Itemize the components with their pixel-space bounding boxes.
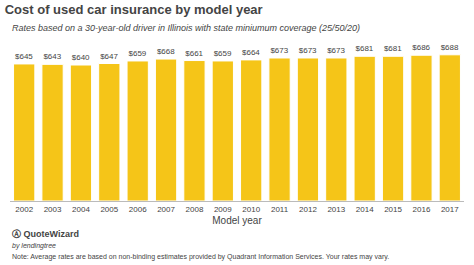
svg-text:$645: $645	[15, 52, 33, 61]
svg-text:2005: 2005	[100, 205, 118, 214]
svg-text:$681: $681	[356, 44, 374, 53]
svg-text:$673: $673	[327, 46, 345, 55]
svg-text:$640: $640	[72, 53, 90, 62]
svg-text:2008: 2008	[186, 205, 204, 214]
svg-text:Cost of used car insurance by: Cost of used car insurance by model year	[5, 2, 263, 17]
svg-text:2003: 2003	[44, 205, 62, 214]
svg-text:2017: 2017	[441, 205, 459, 214]
svg-text:$661: $661	[185, 49, 203, 58]
svg-text:2011: 2011	[271, 205, 289, 214]
svg-text:$673: $673	[270, 46, 288, 55]
svg-text:2016: 2016	[413, 205, 431, 214]
svg-text:$647: $647	[100, 52, 118, 61]
svg-text:2009: 2009	[214, 205, 232, 214]
svg-text:Ⓐ QuoteWizard: Ⓐ QuoteWizard	[12, 229, 79, 239]
svg-text:2014: 2014	[356, 205, 374, 214]
svg-text:2002: 2002	[15, 205, 33, 214]
svg-text:Note: Average rates are based: Note: Average rates are based on non-bin…	[12, 253, 389, 261]
svg-text:2006: 2006	[129, 205, 147, 214]
svg-text:$681: $681	[384, 44, 402, 53]
svg-text:$688: $688	[441, 43, 459, 52]
svg-text:$643: $643	[43, 52, 61, 61]
svg-text:$668: $668	[157, 47, 175, 56]
svg-text:$673: $673	[299, 46, 317, 55]
svg-text:$659: $659	[129, 49, 147, 58]
svg-text:Rates based on a 30-year-old d: Rates based on a 30-year-old driver in I…	[12, 23, 360, 33]
svg-text:by lendingtree: by lendingtree	[12, 242, 56, 250]
svg-text:2012: 2012	[299, 205, 317, 214]
svg-text:$686: $686	[412, 43, 430, 52]
svg-text:2007: 2007	[157, 205, 175, 214]
svg-text:2015: 2015	[384, 205, 402, 214]
svg-text:2004: 2004	[72, 205, 90, 214]
svg-text:$664: $664	[242, 48, 260, 57]
svg-text:Model year: Model year	[212, 215, 262, 226]
svg-text:$659: $659	[214, 49, 232, 58]
svg-text:2013: 2013	[327, 205, 345, 214]
svg-text:2010: 2010	[242, 205, 260, 214]
